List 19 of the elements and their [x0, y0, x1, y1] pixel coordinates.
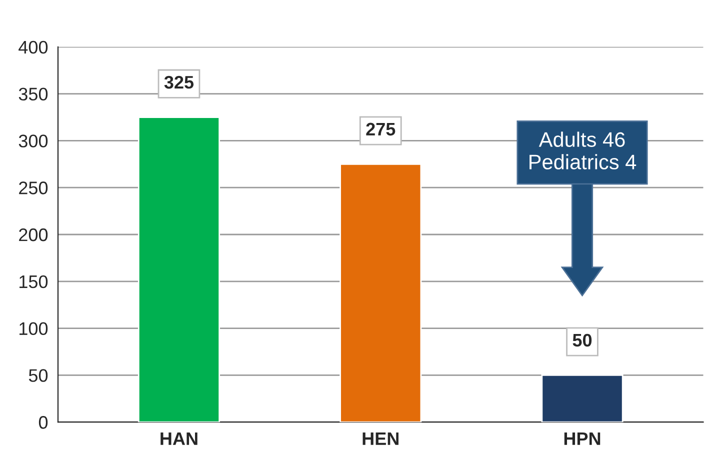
y-tick-label: 0 — [38, 416, 48, 429]
y-tick-label: 50 — [28, 369, 48, 382]
x-tick-label: HEN — [362, 432, 398, 445]
y-tick-label: 300 — [18, 134, 48, 148]
data-label: 275 — [366, 122, 396, 136]
bar — [138, 116, 220, 422]
data-label: 50 — [572, 334, 592, 347]
bar — [340, 163, 422, 422]
y-tick-label: 150 — [20, 275, 48, 288]
y-tick-label: 250 — [19, 182, 48, 194]
annotation: Adults 46 Pediatrics 4 — [530, 132, 636, 170]
data-label: 325 — [164, 76, 194, 89]
x-tick-label: HAN — [160, 432, 198, 445]
y-tick-label: 350 — [18, 88, 48, 101]
x-tick-label: HPN — [564, 432, 600, 445]
y-tick-label: 100 — [20, 322, 48, 336]
y-tick-label: 200 — [19, 228, 48, 242]
y-tick-label: 400 — [18, 40, 48, 54]
bar — [541, 374, 624, 422]
